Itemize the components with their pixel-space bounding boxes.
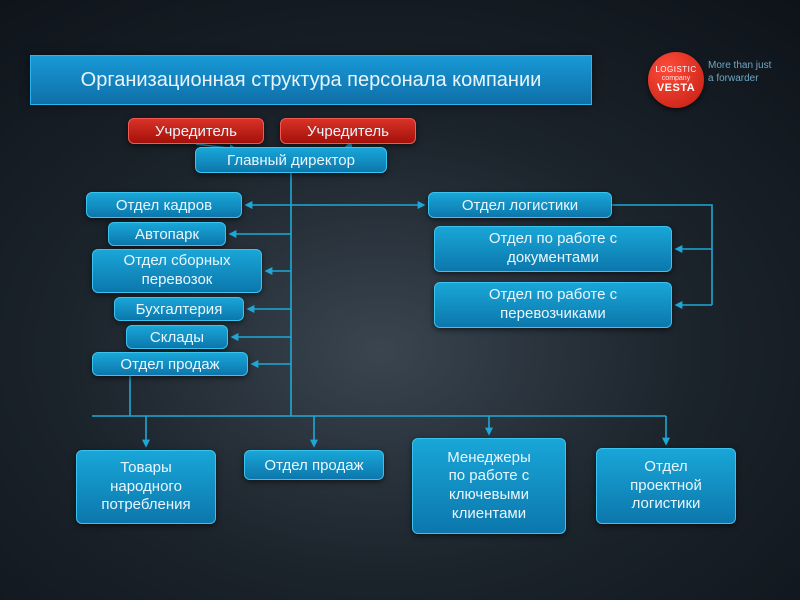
node-warehouse: Склады bbox=[126, 325, 228, 349]
node-label: Склады bbox=[150, 329, 204, 346]
node-label: Товары народного потребления bbox=[101, 459, 190, 515]
node-groupage: Отдел сборных перевозок bbox=[92, 249, 262, 293]
node-label: Автопарк bbox=[135, 226, 199, 243]
node-label: Отдел продаж bbox=[264, 457, 363, 474]
node-label: Отдел продаж bbox=[120, 356, 219, 373]
node-label: Учредитель bbox=[307, 123, 389, 140]
node-sales-2: Отдел продаж bbox=[244, 450, 384, 480]
node-label: Отдел по работе с документами bbox=[489, 230, 617, 268]
node-docs: Отдел по работе с документами bbox=[434, 226, 672, 272]
vesta-logo: LOGISTIC company VESTA bbox=[648, 52, 704, 108]
node-label: Отдел кадров bbox=[116, 197, 212, 214]
logo-tagline: More than just a forwarder bbox=[708, 60, 778, 85]
node-label: Отдел логистики bbox=[462, 197, 578, 214]
node-key-account-managers: Менеджеры по работе с ключевыми клиентам… bbox=[412, 438, 566, 534]
node-fmcg: Товары народного потребления bbox=[76, 450, 216, 524]
node-hr: Отдел кадров bbox=[86, 192, 242, 218]
node-carriers: Отдел по работе с перевозчиками bbox=[434, 282, 672, 328]
page-title: Организационная структура персонала комп… bbox=[30, 55, 592, 105]
node-label: Отдел по работе с перевозчиками bbox=[489, 286, 617, 324]
logo-line3: VESTA bbox=[657, 83, 695, 94]
node-label: Отдел сборных перевозок bbox=[124, 252, 231, 290]
org-chart: { "title": "Организационная структура пе… bbox=[0, 0, 800, 600]
node-sales-1: Отдел продаж bbox=[92, 352, 248, 376]
logo-line1: LOGISTIC bbox=[655, 66, 696, 74]
node-director: Главный директор bbox=[195, 147, 387, 173]
node-label: Главный директор bbox=[227, 152, 355, 169]
logo-line2: company bbox=[662, 75, 690, 82]
node-fleet: Автопарк bbox=[108, 222, 226, 246]
node-label: Учредитель bbox=[155, 123, 237, 140]
node-founder-2: Учредитель bbox=[280, 118, 416, 144]
node-founder-1: Учредитель bbox=[128, 118, 264, 144]
node-label: Бухгалтерия bbox=[136, 301, 223, 318]
title-text: Организационная структура персонала комп… bbox=[81, 69, 542, 92]
node-project-logistics: Отдел проектной логистики bbox=[596, 448, 736, 524]
node-label: Отдел проектной логистики bbox=[630, 458, 702, 514]
node-logistics: Отдел логистики bbox=[428, 192, 612, 218]
node-accounting: Бухгалтерия bbox=[114, 297, 244, 321]
node-label: Менеджеры по работе с ключевыми клиентам… bbox=[447, 449, 531, 524]
